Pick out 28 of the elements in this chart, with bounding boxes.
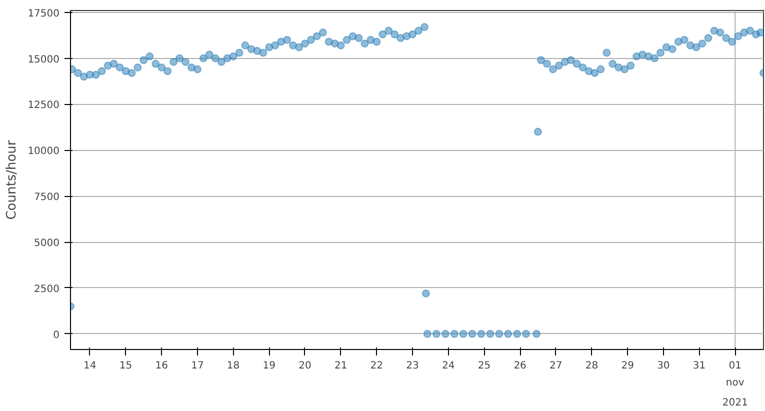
y-axis-title: Counts/hour (4, 140, 20, 220)
x-tick-label: 22 (370, 360, 384, 372)
x-tick-label: 24 (442, 360, 455, 372)
x-tick-label: 21 (334, 360, 348, 372)
y-tick-label: 10000 (28, 146, 60, 158)
y-tick-label: 0 (53, 330, 60, 341)
x-tick-label: 27 (550, 360, 562, 372)
x-tick-label: 28 (585, 360, 598, 372)
x-tick-label: 15 (119, 360, 132, 372)
y-tick-label: 7500 (34, 192, 60, 204)
x-tick-label: 19 (262, 360, 276, 372)
x-tick-label: 25 (478, 360, 491, 372)
x-tick-label: 30 (657, 360, 670, 372)
x-tick-label: 14 (84, 360, 96, 372)
x-tick-label: 17 (191, 360, 204, 372)
y-tick-label: 5000 (34, 238, 60, 250)
x-tick-label: 26 (514, 360, 526, 372)
x-tick-label: 16 (155, 360, 168, 372)
y-tick-label: 12500 (28, 100, 60, 112)
x-tick-label: 20 (298, 360, 312, 372)
x-tick-label: 01 nov 2021 (722, 360, 748, 408)
y-tick-label: 15000 (28, 54, 60, 66)
y-tick-label: 2500 (34, 284, 60, 295)
x-tick-label: 23 (406, 360, 419, 372)
x-tick-label: 18 (226, 360, 240, 372)
x-tick-label: 29 (621, 360, 634, 372)
x-tick-label: 31 (692, 360, 706, 372)
y-tick-label: 17500 (28, 8, 60, 20)
